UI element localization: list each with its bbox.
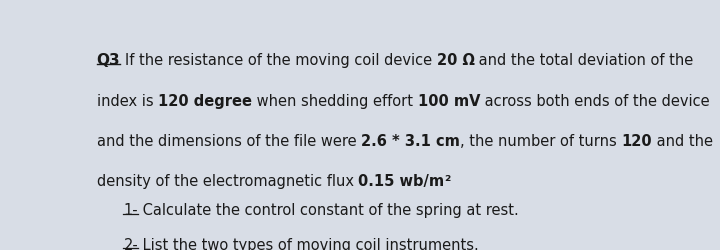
Text: 100 mV: 100 mV bbox=[418, 94, 480, 108]
Text: Calculate the control constant of the spring at rest.: Calculate the control constant of the sp… bbox=[138, 203, 519, 218]
Text: 20 Ω: 20 Ω bbox=[436, 53, 474, 68]
Text: and the: and the bbox=[652, 134, 713, 149]
Text: 120 degree: 120 degree bbox=[158, 94, 252, 108]
Text: and the dimensions of the file were: and the dimensions of the file were bbox=[96, 134, 361, 149]
Text: ²: ² bbox=[444, 174, 451, 190]
Text: Q3: Q3 bbox=[96, 53, 120, 68]
Text: density of the electromagnetic flux: density of the electromagnetic flux bbox=[96, 174, 359, 190]
Text: 2-: 2- bbox=[124, 238, 138, 250]
Text: and the total deviation of the: and the total deviation of the bbox=[474, 53, 693, 68]
Text: index is: index is bbox=[96, 94, 158, 108]
Text: 1-: 1- bbox=[124, 203, 138, 218]
Text: 0.15 wb/m: 0.15 wb/m bbox=[359, 174, 444, 190]
Text: when shedding effort: when shedding effort bbox=[252, 94, 418, 108]
Text: across both ends of the device: across both ends of the device bbox=[480, 94, 710, 108]
Text: If the resistance of the moving coil device: If the resistance of the moving coil dev… bbox=[125, 53, 436, 68]
Text: 2.6 * 3.1 cm: 2.6 * 3.1 cm bbox=[361, 134, 460, 149]
Text: 120: 120 bbox=[621, 134, 652, 149]
Text: List the two types of moving coil instruments.: List the two types of moving coil instru… bbox=[138, 238, 479, 250]
Text: , the number of turns: , the number of turns bbox=[460, 134, 621, 149]
